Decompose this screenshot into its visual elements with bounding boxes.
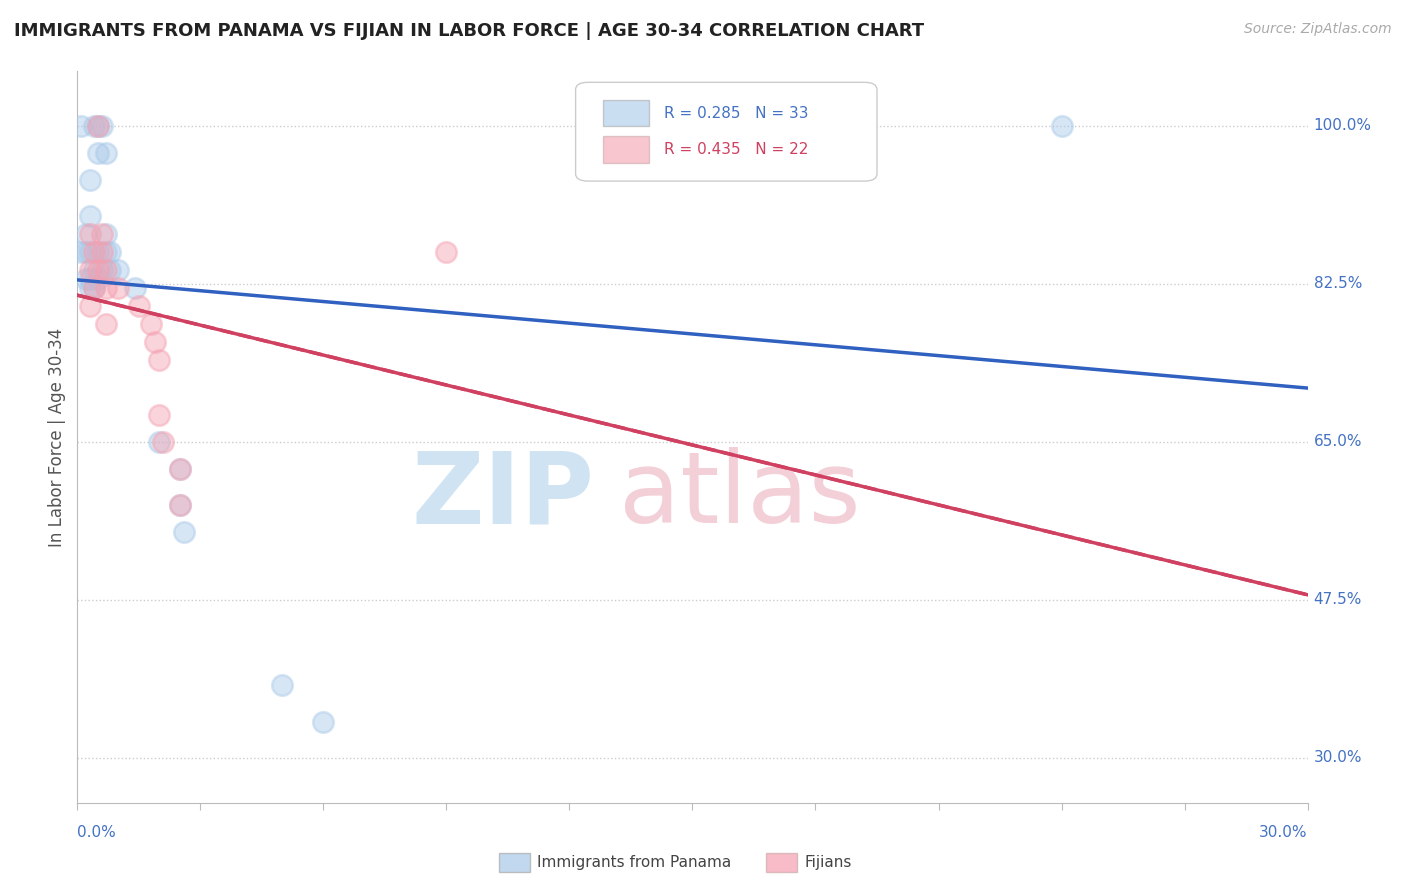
Point xyxy=(87,119,110,133)
Point xyxy=(148,353,170,368)
Point xyxy=(148,434,170,449)
Text: Source: ZipAtlas.com: Source: ZipAtlas.com xyxy=(1244,22,1392,37)
Point xyxy=(79,227,101,241)
Point xyxy=(87,119,110,133)
Text: 30.0%: 30.0% xyxy=(1313,750,1362,765)
Text: 100.0%: 100.0% xyxy=(1313,118,1372,133)
Y-axis label: In Labor Force | Age 30-34: In Labor Force | Age 30-34 xyxy=(48,327,66,547)
Point xyxy=(79,263,101,277)
Point xyxy=(1050,119,1073,133)
Point xyxy=(107,263,129,277)
Point xyxy=(83,119,105,133)
Point xyxy=(70,119,93,133)
Point xyxy=(107,281,129,295)
Point xyxy=(79,209,101,223)
Text: Immigrants from Panama: Immigrants from Panama xyxy=(537,855,731,870)
FancyBboxPatch shape xyxy=(603,100,650,127)
Point xyxy=(98,263,121,277)
Point xyxy=(94,281,117,295)
Point xyxy=(169,498,191,512)
Point xyxy=(87,263,110,277)
Point xyxy=(152,434,174,449)
Point xyxy=(98,244,121,259)
Point xyxy=(124,281,146,295)
Point xyxy=(87,272,110,286)
Point xyxy=(90,227,114,241)
Point xyxy=(79,172,101,186)
Point xyxy=(75,227,97,241)
Point xyxy=(75,244,97,259)
Point xyxy=(87,145,110,160)
Text: 47.5%: 47.5% xyxy=(1313,592,1362,607)
Point xyxy=(79,244,101,259)
Point xyxy=(148,408,170,422)
Point xyxy=(94,145,117,160)
Text: atlas: atlas xyxy=(619,447,860,544)
Point xyxy=(87,244,110,259)
Point xyxy=(94,263,117,277)
Point xyxy=(83,263,105,277)
FancyBboxPatch shape xyxy=(603,136,650,162)
Text: R = 0.435   N = 22: R = 0.435 N = 22 xyxy=(664,142,808,157)
Point xyxy=(83,281,105,295)
Point xyxy=(79,281,101,295)
Point xyxy=(169,461,191,475)
Point xyxy=(128,299,150,313)
Point xyxy=(75,272,97,286)
Point xyxy=(94,244,117,259)
Point xyxy=(79,299,101,313)
Text: 82.5%: 82.5% xyxy=(1313,276,1362,291)
Text: R = 0.285   N = 33: R = 0.285 N = 33 xyxy=(664,105,808,120)
Point xyxy=(83,244,105,259)
Point xyxy=(271,678,294,692)
Text: 65.0%: 65.0% xyxy=(1313,434,1362,449)
Point xyxy=(94,227,117,241)
Point xyxy=(83,281,105,295)
Point xyxy=(141,317,163,331)
Point xyxy=(143,335,166,350)
Point xyxy=(94,317,117,331)
Text: IMMIGRANTS FROM PANAMA VS FIJIAN IN LABOR FORCE | AGE 30-34 CORRELATION CHART: IMMIGRANTS FROM PANAMA VS FIJIAN IN LABO… xyxy=(14,22,924,40)
Point xyxy=(436,244,458,259)
Point xyxy=(70,244,93,259)
Point xyxy=(173,524,195,539)
Text: ZIP: ZIP xyxy=(411,447,595,544)
Point xyxy=(90,119,114,133)
Point xyxy=(79,272,101,286)
Text: 30.0%: 30.0% xyxy=(1260,825,1308,840)
Point xyxy=(312,714,335,729)
Point xyxy=(169,498,191,512)
Point xyxy=(90,263,114,277)
FancyBboxPatch shape xyxy=(575,82,877,181)
Point xyxy=(90,244,114,259)
Text: 0.0%: 0.0% xyxy=(77,825,117,840)
Point xyxy=(169,461,191,475)
Text: Fijians: Fijians xyxy=(804,855,852,870)
